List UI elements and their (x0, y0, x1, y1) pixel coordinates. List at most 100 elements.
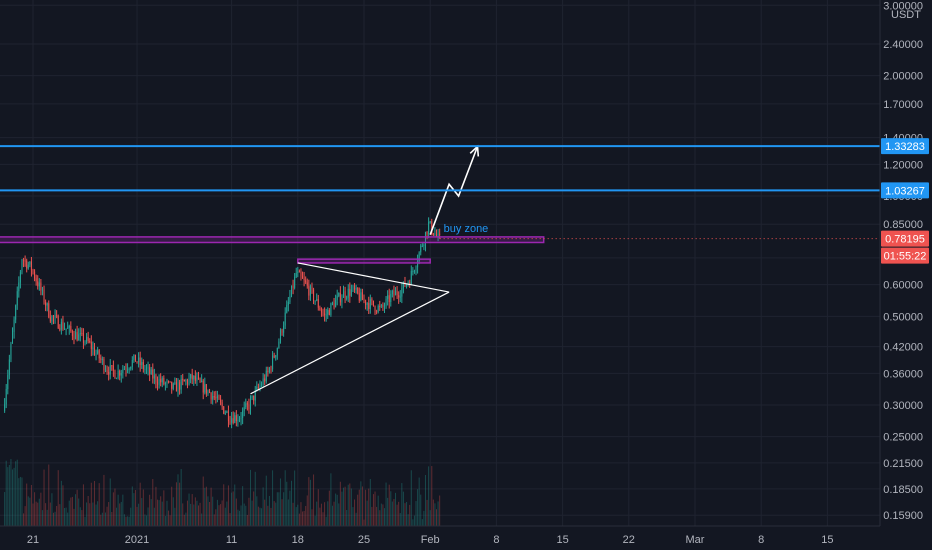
candle-body-153 (245, 403, 247, 408)
candle-body-217 (346, 297, 348, 299)
volume-bar-97 (157, 499, 159, 526)
volume-bar-179 (286, 481, 288, 526)
volume-bar-120 (193, 504, 195, 526)
volume-bar-131 (210, 487, 212, 526)
volume-bar-222 (354, 499, 356, 526)
candle-body-25 (43, 289, 45, 303)
price-axis-background (880, 0, 932, 550)
volume-bar-236 (376, 506, 378, 526)
candle-body-56 (92, 347, 94, 350)
x-tick-label-6: 8 (493, 534, 499, 546)
volume-bar-136 (218, 505, 220, 526)
volume-bar-52 (86, 502, 88, 526)
candle-body-222 (354, 285, 356, 290)
candle-body-67 (109, 365, 111, 375)
candle-body-151 (242, 410, 244, 419)
volume-bar-12 (23, 513, 25, 526)
candle-body-239 (380, 305, 382, 307)
candle-body-230 (366, 302, 368, 305)
candle-body-91 (147, 367, 149, 369)
candle-body-267 (424, 231, 426, 245)
candle-body-186 (297, 271, 299, 274)
x-tick-label-10: 8 (758, 534, 764, 546)
candle-body-145 (232, 418, 234, 424)
volume-bar-16 (29, 497, 31, 526)
countdown-tag-bg (881, 247, 929, 264)
volume-bar-26 (45, 503, 47, 526)
candle-body-221 (352, 285, 354, 290)
volume-bar-124 (199, 502, 201, 526)
volume-bar-4 (10, 459, 12, 526)
candle-body-112 (180, 378, 182, 390)
candle-body-23 (40, 282, 42, 291)
volume-bar-9 (18, 478, 20, 526)
volume-bar-102 (164, 515, 166, 526)
volume-bar-256 (407, 514, 409, 526)
candle-body-14 (26, 260, 28, 269)
volume-bar-6 (13, 467, 15, 526)
y-tick-label-11: 0.42000 (883, 342, 923, 354)
volume-bar-220 (350, 488, 352, 526)
volume-bar-163 (261, 508, 263, 526)
candle-body-202 (322, 312, 324, 314)
volume-bar-91 (147, 507, 149, 526)
volume-bar-0 (4, 492, 6, 526)
volume-bar-104 (168, 510, 170, 526)
candle-body-4 (10, 343, 12, 360)
candle-body-264 (420, 245, 422, 253)
volume-bar-76 (123, 514, 125, 526)
candle-body-226 (360, 292, 362, 301)
candle-body-3 (8, 359, 10, 375)
candle-body-248 (395, 291, 397, 296)
volume-bar-202 (322, 512, 324, 526)
volume-bar-213 (339, 481, 341, 526)
candle-body-231 (368, 302, 370, 309)
volume-bar-87 (141, 498, 143, 526)
x-tick-label-2: 11 (226, 534, 237, 546)
candle-body-215 (343, 291, 345, 298)
volume-bar-209 (333, 501, 335, 526)
candle-body-191 (305, 280, 307, 283)
volume-bar-41 (68, 500, 70, 526)
volume-bar-14 (26, 483, 28, 526)
volume-bar-228 (363, 519, 365, 526)
volume-bar-257 (409, 504, 411, 526)
candle-body-136 (218, 395, 220, 400)
x-tick-label-5: Feb (421, 534, 440, 546)
candle-body-110 (177, 382, 179, 392)
candle-body-247 (393, 290, 395, 296)
candle-body-129 (207, 390, 209, 394)
volume-bar-78 (127, 516, 129, 526)
candle-body-37 (62, 321, 64, 330)
volume-bar-266 (423, 510, 425, 526)
candle-body-116 (186, 380, 188, 384)
candle-body-219 (349, 288, 351, 296)
volume-bar-180 (287, 499, 289, 526)
volume-bar-276 (439, 495, 441, 526)
candle-body-100 (161, 378, 163, 383)
candle-body-251 (399, 296, 401, 298)
candle-body-246 (391, 290, 393, 295)
volume-bar-210 (335, 493, 337, 526)
volume-bar-13 (24, 506, 26, 526)
candle-body-26 (45, 302, 47, 306)
candle-body-260 (413, 270, 415, 272)
volume-bar-275 (437, 501, 439, 526)
volume-bar-81 (131, 486, 133, 526)
candle-body-51 (84, 341, 86, 343)
volume-bar-29 (49, 502, 51, 526)
candle-body-228 (363, 300, 365, 302)
volume-bar-2 (7, 467, 9, 526)
volume-bar-187 (298, 513, 300, 526)
candle-body-199 (317, 299, 319, 308)
volume-bar-106 (171, 486, 173, 526)
volume-bar-61 (100, 514, 102, 526)
y-tick-label-16: 0.18500 (883, 484, 923, 496)
volume-bar-39 (65, 507, 67, 526)
candle-body-50 (82, 333, 84, 343)
volume-bar-67 (109, 478, 111, 526)
volume-bar-148 (237, 509, 239, 526)
candle-body-196 (313, 289, 315, 301)
candle-body-115 (185, 380, 187, 382)
